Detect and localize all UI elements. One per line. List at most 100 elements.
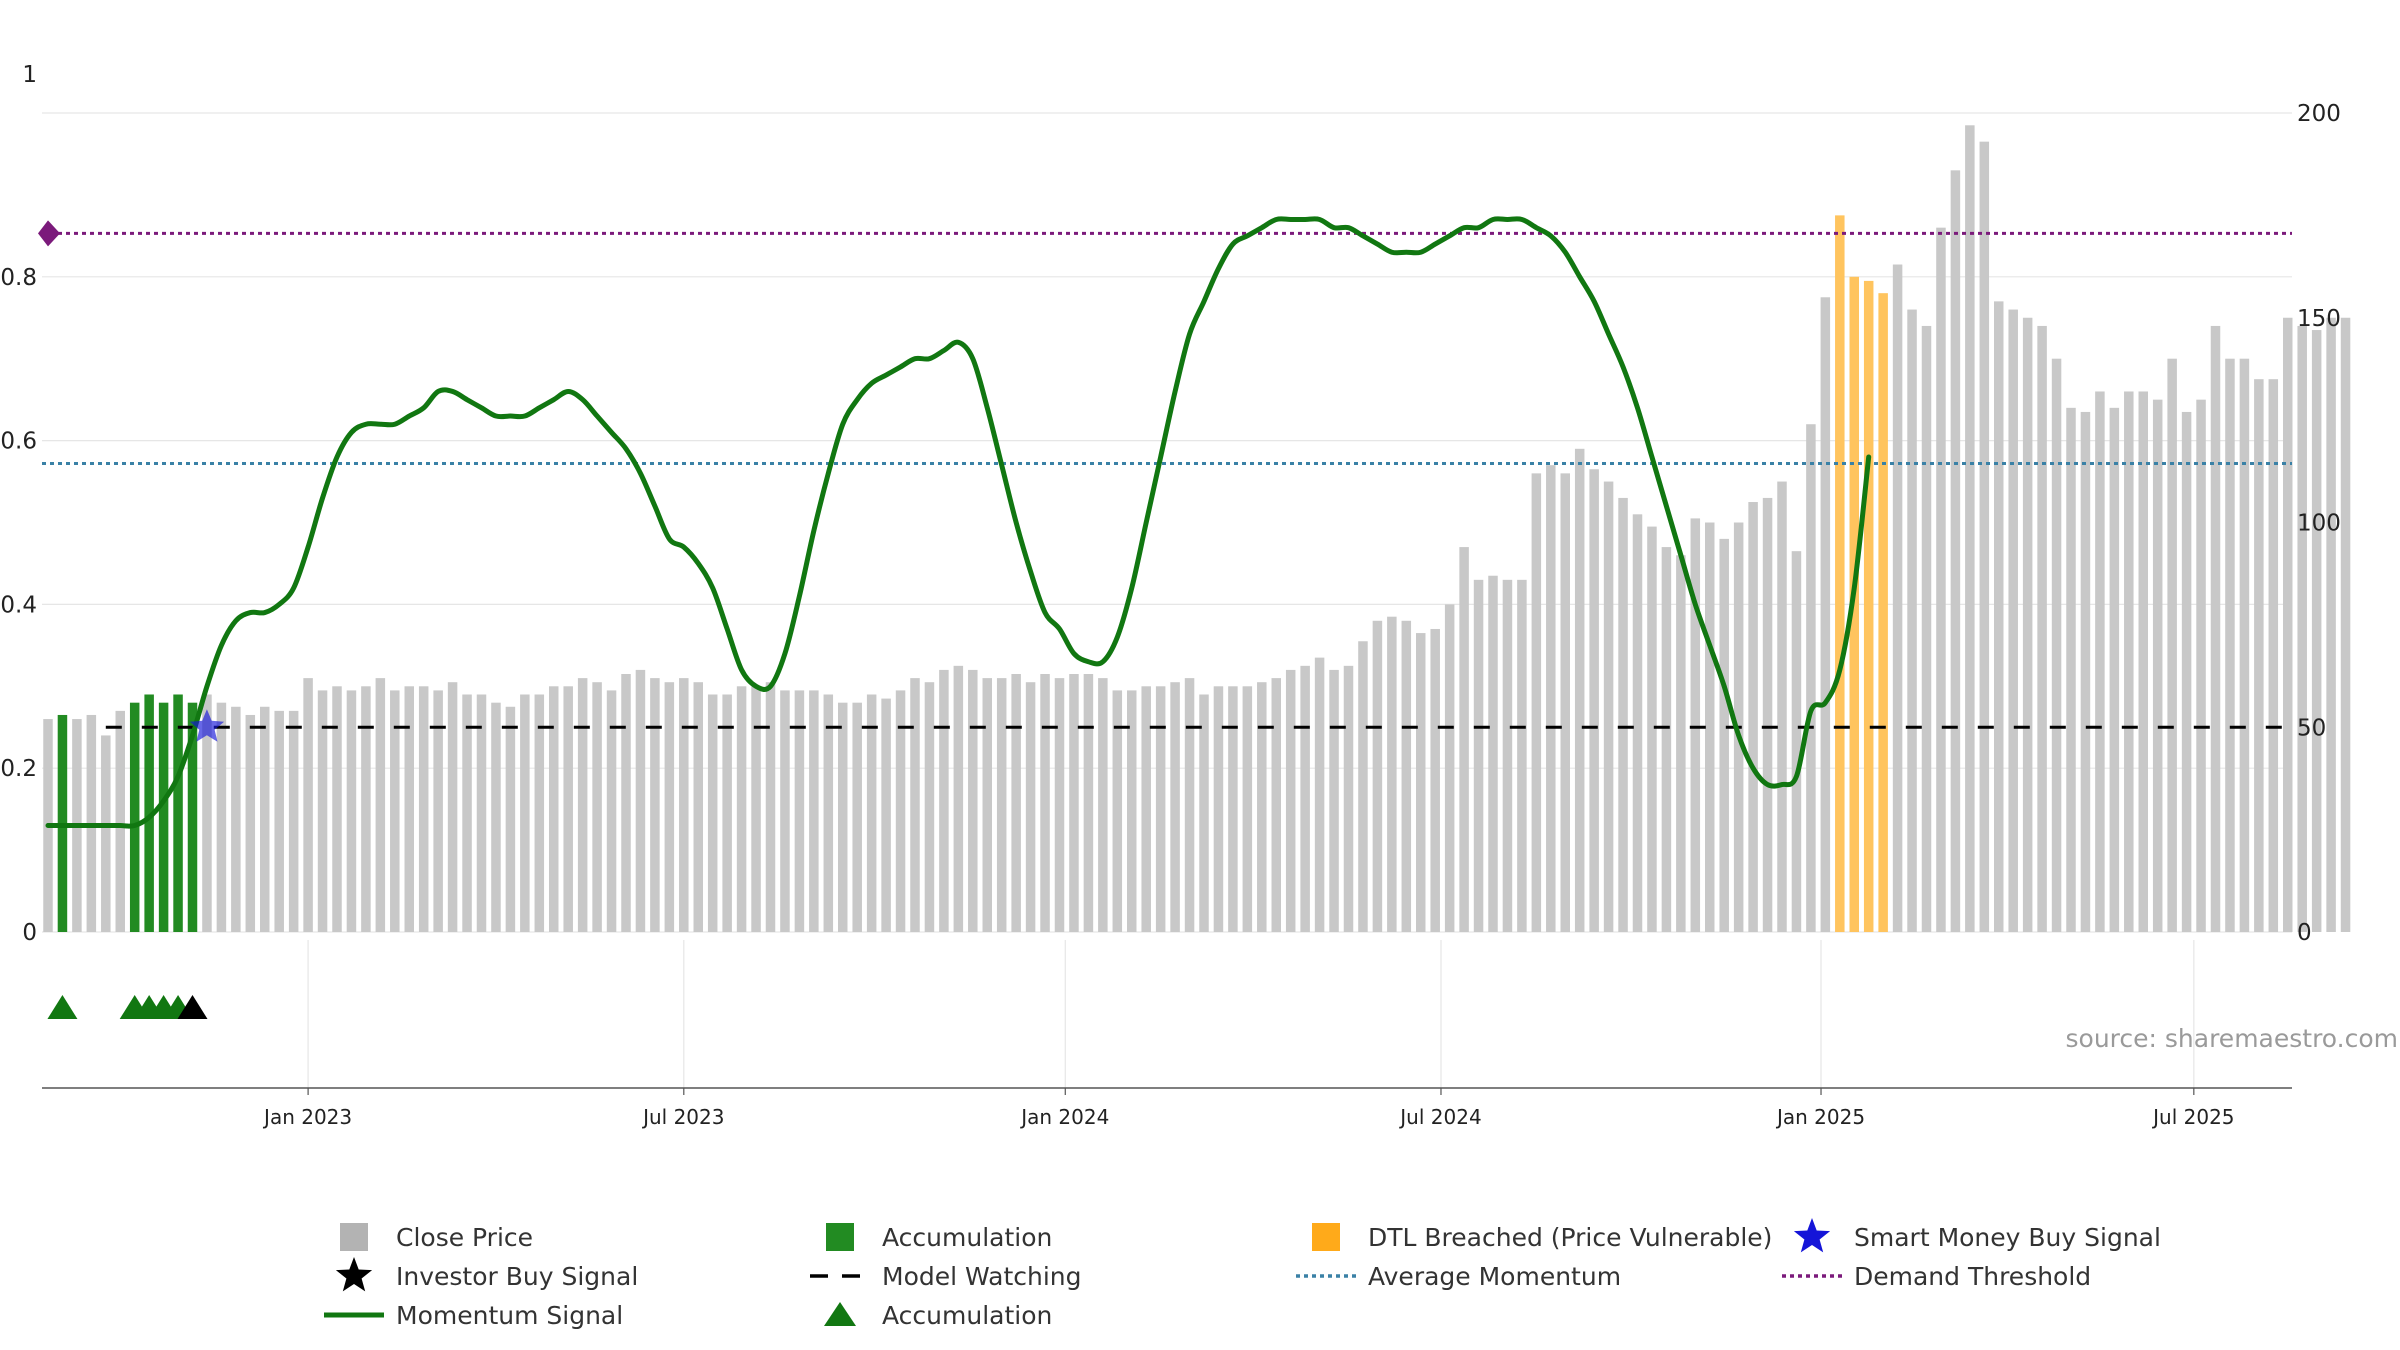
close-price-bar xyxy=(1459,547,1469,932)
close-price-bar xyxy=(332,686,342,932)
right-axis-tick-label: 200 xyxy=(2297,101,2341,127)
left-axis-tick-label: 0.4 xyxy=(0,592,37,618)
close-price-bar xyxy=(924,682,935,932)
close-price-bar xyxy=(1213,686,1224,932)
close-price-bar xyxy=(563,686,573,932)
close-price-bar xyxy=(1748,502,1758,932)
close-price-bar xyxy=(2181,411,2192,932)
close-price-bar xyxy=(2022,317,2033,932)
close-price-bar xyxy=(260,706,270,932)
legend-swatch xyxy=(1312,1223,1340,1251)
left-axis-tick-label: 1 xyxy=(22,62,37,88)
close-price-bar xyxy=(1632,514,1643,932)
close-price-bar xyxy=(2210,325,2221,932)
close-price-bar xyxy=(2167,358,2177,932)
close-price-bar xyxy=(1416,633,1426,932)
close-price-bar xyxy=(1560,473,1570,932)
x-axis-tick-label: Jul 2024 xyxy=(1398,1105,1481,1129)
close-price-bar xyxy=(939,669,949,932)
left-axis-tick-label: 0.6 xyxy=(0,429,37,455)
close-price-bar xyxy=(953,665,964,932)
legend-item: Close Price xyxy=(340,1223,533,1252)
close-price-bar xyxy=(765,682,776,932)
close-price-bar xyxy=(2138,391,2148,933)
right-axis-tick-label: 150 xyxy=(2297,306,2341,332)
close-price-bar xyxy=(1329,669,1339,932)
close-price-bar xyxy=(606,690,617,932)
close-price-bar xyxy=(1618,497,1628,932)
close-price-bar xyxy=(1242,686,1253,932)
close-price-bar xyxy=(1589,469,1599,932)
close-price-bar xyxy=(1690,518,1701,932)
close-price-bar xyxy=(2051,358,2062,932)
close-price-bar xyxy=(996,678,1007,932)
legend-item: Demand Threshold xyxy=(1782,1262,2091,1291)
close-price-bar xyxy=(462,694,472,932)
close-price-bar xyxy=(577,678,588,932)
legend-label: Model Watching xyxy=(882,1262,1082,1291)
investor-buy-triangle xyxy=(177,995,208,1019)
x-axis-tick-label: Jan 2023 xyxy=(262,1105,352,1129)
right-axis-tick-label: 50 xyxy=(2297,715,2326,741)
close-price-bar xyxy=(1300,665,1310,932)
axes: 0 0.2 0.4 0.6 0.8 1 0 50 100 150 200 Jan 2023 Jul 20… xyxy=(0,62,2340,1129)
signal-markers xyxy=(47,709,225,1019)
momentum-signal-line xyxy=(45,216,1872,829)
close-price-bar xyxy=(1647,526,1657,932)
close-price-bar xyxy=(202,694,212,932)
close-price-bar xyxy=(1719,538,1729,932)
x-axis-tick-label: Jul 2023 xyxy=(641,1105,724,1129)
close-price-bar xyxy=(592,682,602,932)
legend-star-icon xyxy=(1793,1218,1831,1253)
close-price-bar xyxy=(1430,628,1440,932)
close-price-bar xyxy=(491,702,501,932)
close-price-bar xyxy=(2268,379,2279,932)
close-price-bar xyxy=(1358,641,1368,932)
momentum-signal-layer xyxy=(45,216,1872,829)
close-price-bar xyxy=(895,690,906,932)
x-axis-tick-label: Jul 2025 xyxy=(2151,1105,2234,1129)
close-price-bar xyxy=(1127,690,1137,932)
close-price-bar xyxy=(1372,620,1383,932)
close-price-bar xyxy=(1502,579,1513,932)
close-price-bar xyxy=(2326,317,2336,932)
close-price-bar xyxy=(838,702,848,932)
accumulation-bar xyxy=(187,702,198,932)
close-price-bar xyxy=(1257,682,1267,932)
close-price-bar xyxy=(2254,379,2264,932)
close-price-bar xyxy=(231,706,241,932)
close-price-bar xyxy=(2283,317,2293,932)
legend-label: Smart Money Buy Signal xyxy=(1854,1223,2161,1252)
close-price-bar xyxy=(823,694,834,932)
close-price-bar xyxy=(1705,522,1715,932)
close-price-bar xyxy=(1907,309,1917,932)
demand-threshold-marker xyxy=(38,220,60,247)
close-price-bar xyxy=(722,694,732,932)
close-price-bar xyxy=(650,678,660,932)
close-price-bar xyxy=(288,710,299,932)
close-price-bar xyxy=(549,686,559,932)
close-price-bar xyxy=(2008,309,2018,932)
close-price-bar xyxy=(1936,227,1946,932)
close-price-bar xyxy=(1271,678,1281,932)
legend-item: Smart Money Buy Signal xyxy=(1793,1218,2161,1253)
legend-label: Momentum Signal xyxy=(396,1301,623,1330)
legend-label: Accumulation xyxy=(882,1223,1052,1252)
close-price-bar xyxy=(1806,424,1816,932)
close-price-bar xyxy=(1676,555,1686,932)
close-price-bar xyxy=(1921,325,1932,932)
accumulation-bar xyxy=(173,694,183,932)
close-price-bar xyxy=(751,686,761,932)
legend-swatch xyxy=(340,1223,368,1251)
source-label: source: sharemaestro.com xyxy=(2066,1024,2399,1053)
close-price-bar xyxy=(809,690,819,932)
legend-item: Investor Buy Signal xyxy=(335,1257,638,1292)
close-price-bar xyxy=(1517,579,1527,932)
close-price-bar xyxy=(101,735,111,932)
close-price-bar xyxy=(1950,170,1961,932)
close-price-bar xyxy=(274,710,284,932)
legend: Close Price Accumulation DTL Breached (Pri… xyxy=(324,1218,2161,1330)
close-price-bar xyxy=(1343,665,1354,932)
close-price-bar xyxy=(1762,497,1773,932)
close-price-bar xyxy=(520,694,530,932)
